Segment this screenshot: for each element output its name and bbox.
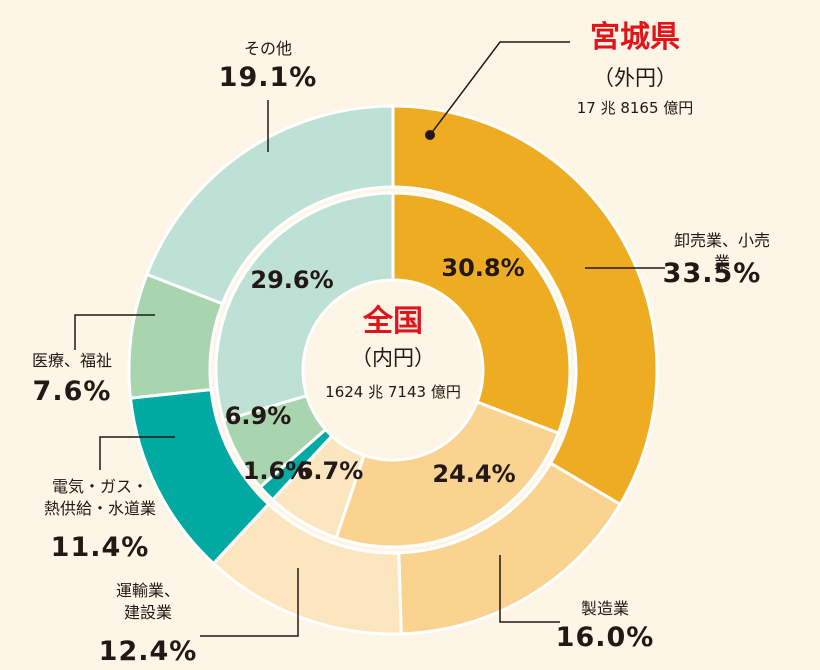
inner-segment xyxy=(391,191,572,436)
category-label: 卸売業、小売業 xyxy=(673,231,770,272)
inner-value-label: 6.9% xyxy=(224,402,292,430)
leader-line xyxy=(499,555,560,623)
inner-title: 全国 xyxy=(363,304,423,339)
leader-line xyxy=(74,314,155,350)
outer-segment xyxy=(144,104,395,306)
outer-ring-label: （外円） xyxy=(593,66,677,90)
inner-ring-label: （内円） xyxy=(351,346,435,370)
outer-segment xyxy=(391,104,659,507)
inner-value-label: 30.8% xyxy=(441,254,525,282)
inner-segment xyxy=(334,400,561,549)
category-label: 製造業 xyxy=(580,599,630,618)
rings xyxy=(127,104,659,636)
inner-value-label: 1.6% xyxy=(242,457,310,485)
inner-value-label: 29.6% xyxy=(250,266,334,294)
leader-line xyxy=(429,41,570,136)
category-label: 運輸業、 建設業 xyxy=(115,581,181,622)
inner-value-label: 6.7% xyxy=(296,457,364,485)
leader-line xyxy=(99,436,175,470)
category-label: 電気・ガス・ 熱供給・水道業 xyxy=(43,477,157,518)
outer-value-label: 19.1% xyxy=(218,62,318,93)
outer-value-label: 16.0% xyxy=(555,622,655,653)
inner-value-label: 24.4% xyxy=(432,460,516,488)
outer-title: 宮城県 xyxy=(590,20,680,55)
category-label: 医療、福祉 xyxy=(31,351,113,370)
outer-value-label: 11.4% xyxy=(50,532,150,563)
leader-line xyxy=(200,568,299,637)
leader-lines xyxy=(74,41,665,637)
inner-segment xyxy=(214,191,395,423)
outer-total: 17 兆 8165 億円 xyxy=(576,99,694,117)
category-label: その他 xyxy=(243,39,293,58)
leader-dot xyxy=(425,130,435,140)
inner-total: 1624 兆 7143 億円 xyxy=(325,383,461,401)
outer-value-label: 12.4% xyxy=(98,636,198,667)
outer-value-label: 33.5% xyxy=(662,258,762,289)
outer-value-label: 7.6% xyxy=(32,376,112,407)
